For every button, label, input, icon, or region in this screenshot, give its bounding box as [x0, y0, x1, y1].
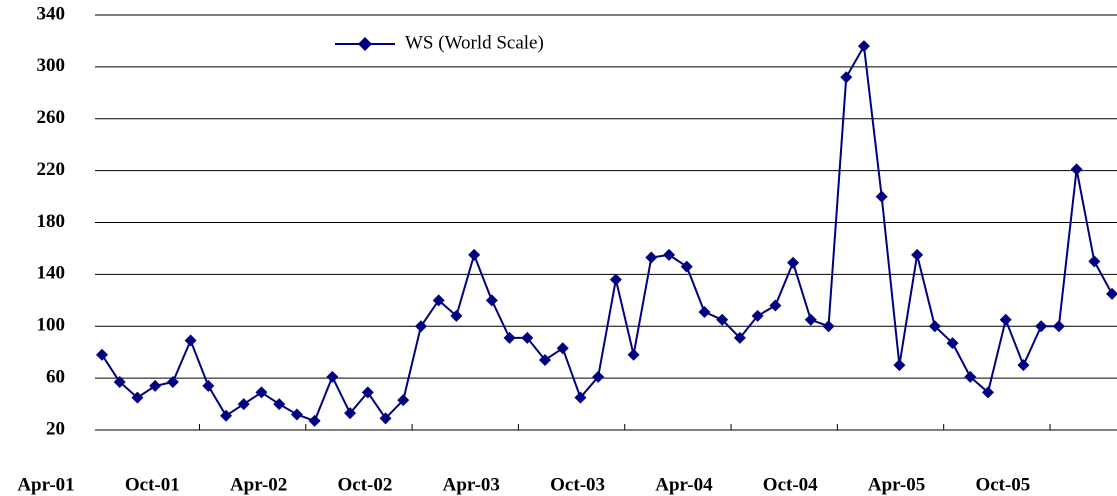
y-tick-label: 20	[46, 418, 65, 439]
data-point	[574, 391, 587, 404]
data-point	[202, 379, 215, 392]
data-point	[255, 386, 268, 399]
data-point	[609, 273, 622, 286]
data-point	[184, 334, 197, 347]
legend-label: WS (World Scale)	[405, 32, 544, 53]
y-tick-label: 180	[37, 211, 66, 232]
data-point	[946, 337, 959, 350]
data-point	[485, 294, 498, 307]
x-tick-label: Oct-01	[125, 474, 180, 495]
data-point	[166, 376, 179, 389]
x-tick-label: Apr-05	[868, 474, 925, 495]
data-point	[308, 414, 321, 427]
x-tick-label: Apr-01	[17, 474, 74, 495]
data-point	[344, 407, 357, 420]
data-point	[804, 313, 817, 326]
data-point	[680, 260, 693, 273]
data-point	[432, 294, 445, 307]
data-point	[1106, 287, 1117, 300]
data-line	[101, 42, 1113, 423]
data-point	[379, 412, 392, 425]
data-point	[840, 71, 853, 84]
data-point	[857, 40, 870, 53]
data-point	[627, 348, 640, 361]
data-point	[1052, 320, 1065, 333]
data-point	[751, 309, 764, 322]
data-point	[663, 248, 676, 261]
x-tick-label: Oct-02	[338, 474, 393, 495]
data-point	[1070, 163, 1083, 176]
legend-marker	[358, 37, 372, 51]
y-tick-label: 60	[46, 366, 65, 387]
y-tick-label: 260	[37, 107, 66, 128]
data-point	[220, 409, 233, 422]
data-point	[1088, 255, 1101, 268]
data-point	[733, 331, 746, 344]
data-point	[237, 398, 250, 411]
data-point	[503, 331, 516, 344]
data-point	[698, 305, 711, 318]
data-point	[982, 386, 994, 399]
data-point	[96, 348, 108, 361]
data-point	[326, 370, 339, 383]
data-point	[397, 394, 410, 407]
data-point	[964, 370, 977, 383]
y-tick-label: 220	[37, 159, 66, 180]
data-point	[1035, 320, 1048, 333]
data-point	[769, 299, 782, 312]
data-point	[875, 190, 888, 203]
x-tick-label: Oct-04	[763, 474, 818, 495]
data-point	[131, 391, 144, 404]
x-tick-label: Oct-05	[975, 474, 1030, 495]
x-tick-label: Apr-03	[443, 474, 500, 495]
data-point	[928, 320, 941, 333]
data-point	[149, 379, 162, 392]
data-point	[521, 331, 534, 344]
x-tick-label: Oct-03	[550, 474, 605, 495]
data-point	[539, 353, 551, 366]
data-point	[822, 320, 835, 333]
data-point	[468, 248, 481, 261]
x-tick-label: Apr-04	[655, 474, 713, 495]
y-tick-label: 100	[37, 315, 66, 336]
data-point	[113, 376, 126, 389]
data-point	[645, 251, 658, 264]
data-point	[1017, 359, 1030, 372]
data-point	[787, 256, 800, 269]
data-point	[592, 370, 605, 383]
data-point	[290, 408, 303, 421]
data-point	[556, 342, 569, 355]
y-tick-label: 140	[37, 263, 66, 284]
data-point	[414, 320, 427, 333]
data-point	[911, 248, 924, 261]
x-tick-label: Apr-02	[230, 474, 287, 495]
data-point	[273, 398, 286, 411]
data-point	[999, 313, 1012, 326]
legend: WS (World Scale)	[335, 32, 544, 53]
data-point	[361, 386, 374, 399]
y-tick-label: 300	[37, 55, 66, 76]
data-point	[716, 313, 729, 326]
y-tick-label: 340	[37, 3, 66, 24]
data-point	[893, 359, 906, 372]
data-point	[450, 309, 463, 322]
